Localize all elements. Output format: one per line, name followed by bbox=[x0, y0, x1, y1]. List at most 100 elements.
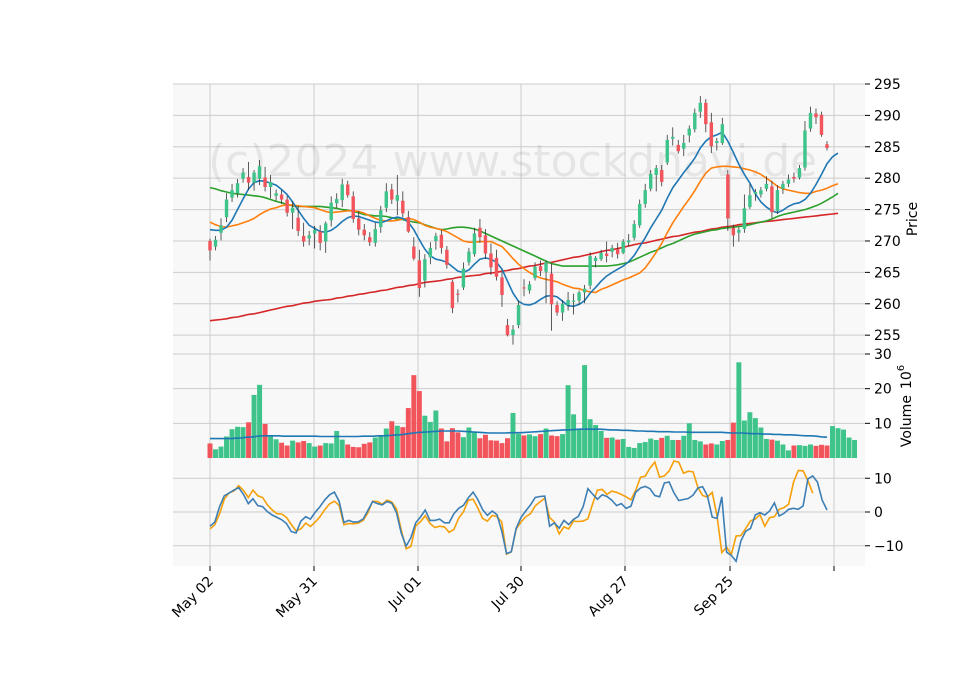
candle bbox=[649, 170, 653, 192]
candle bbox=[323, 221, 328, 253]
volume-bar bbox=[339, 439, 345, 458]
candle-body bbox=[555, 305, 559, 313]
volume-bar bbox=[433, 410, 439, 458]
volume-bar bbox=[488, 440, 494, 458]
volume-bar bbox=[576, 429, 582, 458]
candle-body bbox=[626, 240, 631, 243]
candle bbox=[819, 111, 824, 137]
candle-body bbox=[390, 189, 394, 200]
price-tick-label: 265 bbox=[874, 265, 901, 281]
volume-tick-label: 30 bbox=[874, 347, 892, 363]
volume-bar bbox=[670, 439, 676, 458]
candle-body bbox=[682, 143, 686, 149]
volume-bar bbox=[218, 446, 224, 458]
candle bbox=[731, 224, 736, 247]
candle-body bbox=[483, 235, 488, 254]
oscillator-tick-label: 0 bbox=[874, 505, 883, 521]
candle-body bbox=[764, 183, 769, 189]
volume-bar bbox=[714, 444, 720, 458]
volume-bar bbox=[637, 443, 643, 458]
volume-bar bbox=[785, 450, 791, 458]
candle bbox=[682, 134, 686, 157]
volume-bar bbox=[796, 445, 802, 458]
candle-body bbox=[582, 288, 587, 293]
candle bbox=[709, 112, 714, 154]
candle-body bbox=[571, 300, 576, 302]
candle-body bbox=[709, 122, 714, 147]
candle bbox=[781, 180, 785, 194]
volume-bar bbox=[516, 433, 521, 458]
volume-bar bbox=[769, 439, 775, 458]
candle bbox=[296, 205, 300, 236]
candle-body bbox=[417, 260, 422, 289]
candle bbox=[346, 180, 350, 198]
candle bbox=[693, 108, 697, 133]
volume-bar bbox=[813, 445, 819, 458]
volume-bar bbox=[725, 439, 731, 458]
volume-tick-label: 20 bbox=[874, 382, 892, 398]
volume-bar bbox=[284, 445, 290, 458]
price-tick-label: 285 bbox=[874, 140, 901, 156]
candle-body bbox=[615, 249, 620, 255]
volume-bar bbox=[807, 444, 813, 458]
candle bbox=[792, 172, 796, 183]
volume-bar bbox=[416, 391, 422, 458]
candle-body bbox=[538, 266, 543, 272]
candle bbox=[241, 168, 245, 183]
candle bbox=[279, 190, 284, 204]
candle-body bbox=[792, 176, 796, 179]
volume-axis-label-text: Volume bbox=[899, 395, 915, 447]
volume-bar bbox=[565, 385, 571, 458]
candle bbox=[401, 191, 405, 218]
volume-bar bbox=[653, 439, 659, 458]
watermark: (c)2024 www.stockdnavi.de bbox=[208, 136, 817, 187]
volume-bar bbox=[262, 424, 268, 458]
volume-bar bbox=[626, 446, 632, 458]
candle-body bbox=[687, 128, 691, 136]
volume-bar bbox=[510, 412, 516, 458]
candle-body bbox=[351, 196, 355, 219]
volume-bar bbox=[692, 439, 698, 458]
candle-body bbox=[274, 193, 278, 196]
volume-bar bbox=[631, 447, 637, 458]
volume-bar bbox=[527, 434, 532, 458]
volume-bar bbox=[697, 441, 703, 458]
volume-bar bbox=[554, 436, 560, 458]
candle bbox=[748, 183, 752, 209]
candle bbox=[235, 178, 240, 198]
candle bbox=[450, 279, 455, 314]
candle bbox=[500, 271, 504, 307]
volume-bar bbox=[367, 442, 373, 458]
candle bbox=[637, 199, 642, 228]
candle bbox=[715, 138, 719, 151]
volume-bar bbox=[538, 434, 544, 458]
candle-body bbox=[268, 181, 273, 187]
candle bbox=[208, 238, 212, 261]
price-tick-label: 260 bbox=[874, 297, 901, 313]
volume-bar bbox=[730, 422, 736, 458]
candle bbox=[434, 232, 438, 250]
candle bbox=[379, 205, 383, 233]
volume-bar bbox=[328, 443, 334, 458]
volume-bar bbox=[444, 441, 450, 458]
volume-bar bbox=[240, 427, 246, 458]
volume-bar bbox=[791, 445, 797, 458]
candle bbox=[456, 289, 460, 303]
volume-bar bbox=[780, 444, 786, 458]
candle-body bbox=[489, 253, 493, 268]
volume-bar bbox=[648, 438, 654, 458]
candle bbox=[329, 196, 333, 227]
candle-body bbox=[252, 172, 256, 183]
volume-bar bbox=[604, 437, 610, 458]
candle bbox=[544, 260, 548, 304]
volume-bar bbox=[741, 420, 747, 458]
candle-body bbox=[230, 190, 234, 198]
candle-body bbox=[401, 200, 405, 214]
candle-body bbox=[698, 102, 703, 112]
candle bbox=[268, 175, 273, 199]
candle-body bbox=[439, 234, 444, 248]
candle-body bbox=[671, 136, 675, 139]
volume-bar bbox=[268, 436, 274, 458]
volume-bar bbox=[543, 428, 549, 458]
candle bbox=[560, 300, 565, 321]
